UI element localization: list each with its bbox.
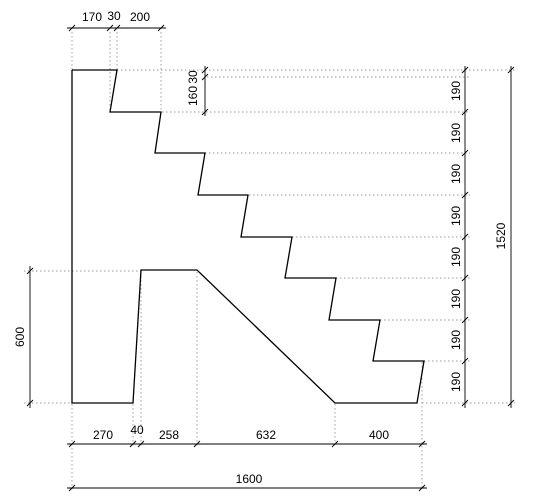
extension-lines — [24, 32, 515, 490]
bottom-dimension-chain: 270 40 258 632 400 — [67, 423, 427, 448]
dim-top-30: 30 — [107, 9, 121, 23]
right-riser-dimension-chain: 190 190 190 190 190 190 190 190 — [449, 66, 469, 408]
dim-riser-3: 190 — [449, 164, 463, 184]
dim-bottom-632: 632 — [256, 428, 276, 442]
dim-bottom-258: 258 — [159, 428, 179, 442]
dim-bottom-400: 400 — [369, 428, 389, 442]
dim-left-600: 600 — [13, 327, 27, 347]
dim-bottom-40: 40 — [130, 423, 144, 437]
top-dimension-chain: 170 30 200 — [67, 9, 166, 32]
dim-riser-1: 190 — [449, 81, 463, 101]
dim-top-170: 170 — [82, 10, 102, 24]
dim-overall-width: 1600 — [236, 472, 263, 486]
dim-riser-5: 190 — [449, 247, 463, 267]
overall-height-dimension: 1520 — [494, 66, 515, 408]
dim-riser-8: 190 — [449, 372, 463, 392]
dim-riser-2: 190 — [449, 123, 463, 143]
stair-outline — [71, 69, 425, 404]
dim-bottom-270: 270 — [93, 428, 113, 442]
dim-inner-30: 30 — [186, 70, 200, 84]
dim-riser-6: 190 — [449, 289, 463, 309]
left-height-dimension: 600 — [13, 266, 34, 408]
dim-inner-160: 160 — [186, 86, 200, 106]
dim-overall-height: 1520 — [494, 222, 508, 249]
dim-riser-4: 190 — [449, 206, 463, 226]
dim-top-200: 200 — [130, 10, 150, 24]
top-step-inner-dimension: 30 160 — [186, 66, 209, 116]
dim-riser-7: 190 — [449, 330, 463, 350]
overall-width-dimension: 1600 — [67, 472, 427, 492]
